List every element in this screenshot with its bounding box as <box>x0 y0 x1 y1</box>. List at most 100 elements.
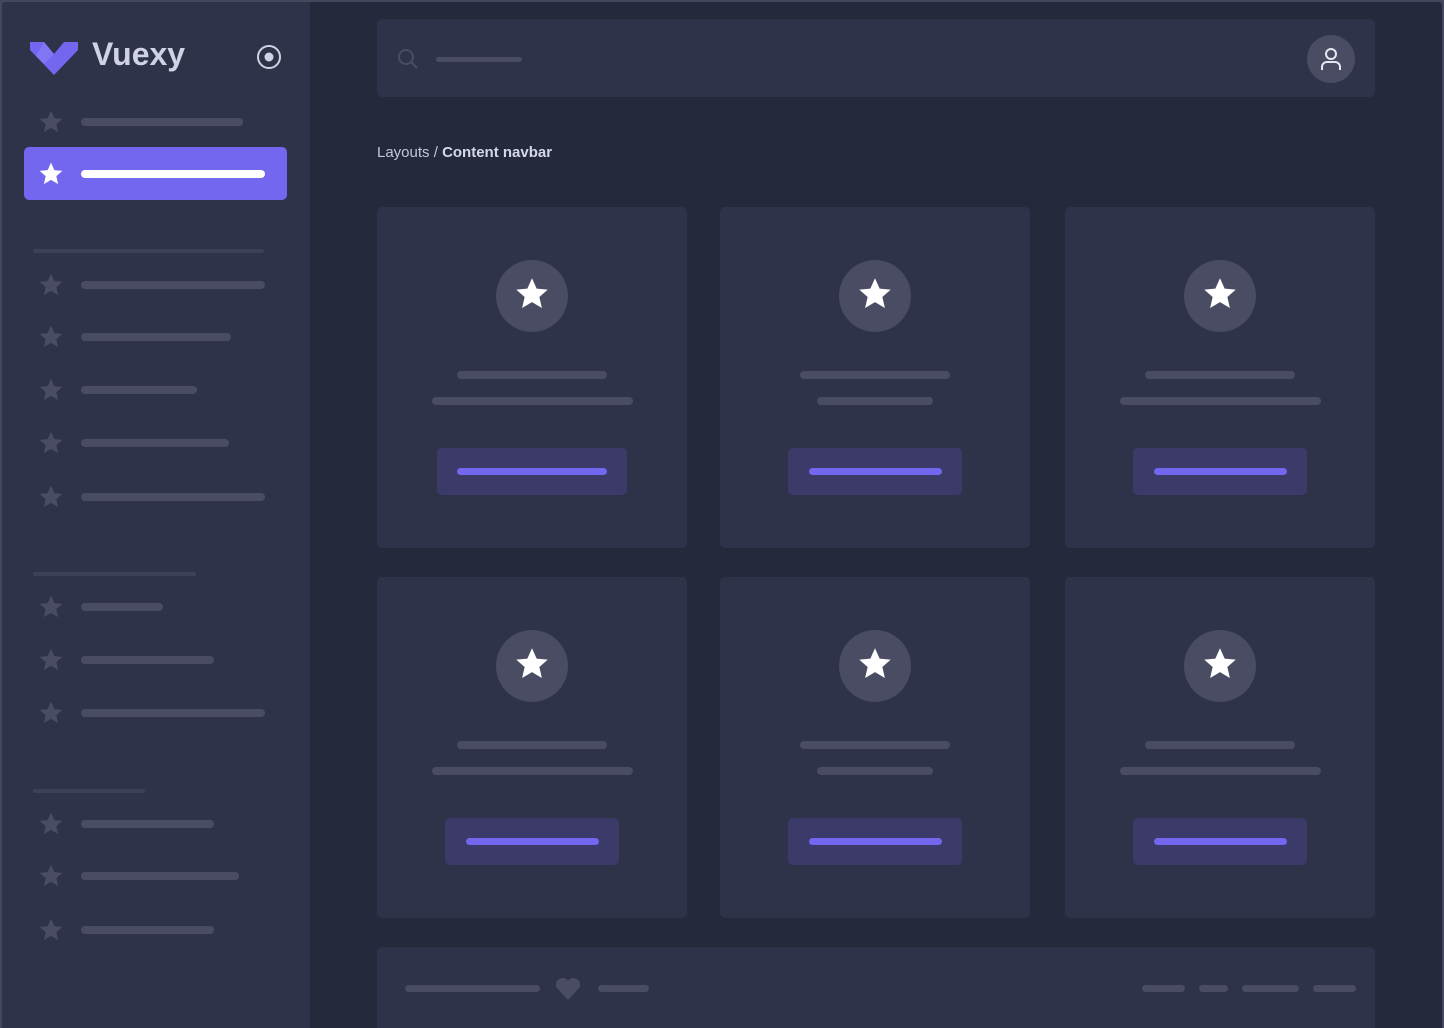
sidebar: Vuexy <box>2 2 310 1028</box>
card <box>720 577 1030 918</box>
sidebar-item[interactable] <box>24 363 287 416</box>
sidebar-item-label <box>81 333 231 341</box>
star-icon <box>38 161 64 187</box>
card-text <box>1119 767 1321 775</box>
card-icon-circle <box>839 630 911 702</box>
footer-link[interactable] <box>1199 985 1228 992</box>
card <box>720 207 1030 548</box>
footer-link[interactable] <box>1313 985 1356 992</box>
sidebar-item[interactable] <box>24 470 287 523</box>
sidebar-item-label <box>81 170 265 178</box>
sidebar-item-label <box>81 820 214 828</box>
search-icon[interactable] <box>397 48 419 70</box>
card-icon-circle <box>496 260 568 332</box>
card-text <box>431 397 633 405</box>
user-avatar[interactable] <box>1307 35 1355 83</box>
sidebar-item-label <box>81 118 243 126</box>
section-divider <box>33 572 196 576</box>
sidebar-item-label <box>81 872 239 880</box>
card-text <box>1119 397 1321 405</box>
sidebar-item-label <box>81 281 265 289</box>
card <box>1065 577 1375 918</box>
breadcrumb: Layouts / Content navbar <box>377 144 552 161</box>
star-icon <box>38 109 64 135</box>
star-icon <box>514 646 550 687</box>
card-button-label <box>465 838 599 845</box>
sidebar-item[interactable] <box>24 258 287 311</box>
sidebar-item-label <box>81 386 197 394</box>
star-icon <box>38 594 64 620</box>
sidebar-item[interactable] <box>24 95 287 148</box>
card-button-label <box>808 838 942 845</box>
card <box>377 207 687 548</box>
card-button[interactable] <box>788 448 962 495</box>
card-icon-circle <box>839 260 911 332</box>
footer-link[interactable] <box>1142 985 1185 992</box>
card-title <box>800 741 950 749</box>
card-icon-circle <box>1184 260 1256 332</box>
breadcrumb-separator: / <box>429 144 443 161</box>
card-title <box>457 371 607 379</box>
star-icon <box>38 917 64 943</box>
star-icon <box>38 272 64 298</box>
card-button[interactable] <box>1133 448 1307 495</box>
footer-text <box>598 985 649 992</box>
card-icon-circle <box>496 630 568 702</box>
star-icon <box>1202 646 1238 687</box>
star-icon <box>38 484 64 510</box>
card-button[interactable] <box>437 448 627 495</box>
section-divider <box>33 249 264 253</box>
sidebar-item-label <box>81 709 265 717</box>
footer-text <box>405 985 540 992</box>
card-button[interactable] <box>445 818 619 865</box>
sidebar-item[interactable] <box>24 633 287 686</box>
search-input[interactable] <box>436 57 522 62</box>
footer <box>377 947 1375 1028</box>
card-button[interactable] <box>1133 818 1307 865</box>
breadcrumb-parent[interactable]: Layouts <box>377 144 430 161</box>
sidebar-item-label <box>81 656 214 664</box>
sidebar-item[interactable] <box>24 797 287 850</box>
card-title <box>1145 741 1295 749</box>
sidebar-item[interactable] <box>24 580 287 633</box>
sidebar-item[interactable] <box>24 849 287 902</box>
sidebar-item[interactable] <box>24 147 287 200</box>
section-divider <box>33 789 145 793</box>
card <box>377 577 687 918</box>
card-text <box>817 767 933 775</box>
star-icon <box>38 430 64 456</box>
sidebar-item[interactable] <box>24 686 287 739</box>
star-icon <box>857 646 893 687</box>
card-button-label <box>1153 838 1287 845</box>
card-title <box>800 371 950 379</box>
sidebar-item[interactable] <box>24 310 287 363</box>
sidebar-item[interactable] <box>24 416 287 469</box>
card-icon-circle <box>1184 630 1256 702</box>
card-button-label <box>1153 468 1287 475</box>
sidebar-item-label <box>81 926 214 934</box>
user-icon <box>1321 48 1341 70</box>
card-text <box>431 767 633 775</box>
star-icon <box>38 863 64 889</box>
sidebar-item[interactable] <box>24 903 287 956</box>
radio-target-icon[interactable] <box>256 44 282 70</box>
footer-link[interactable] <box>1242 985 1299 992</box>
star-icon <box>857 276 893 317</box>
app-name: Vuexy <box>92 36 186 72</box>
card-button-label <box>808 468 942 475</box>
card-button[interactable] <box>788 818 962 865</box>
card-title <box>1145 371 1295 379</box>
sidebar-item-label <box>81 439 229 447</box>
vuexy-logo-icon <box>30 42 78 75</box>
sidebar-item-label <box>81 493 265 501</box>
star-icon <box>38 377 64 403</box>
star-icon <box>514 276 550 317</box>
card-text <box>817 397 933 405</box>
sidebar-item-label <box>81 603 163 611</box>
card-title <box>457 741 607 749</box>
star-icon <box>38 811 64 837</box>
top-navbar <box>377 19 1375 97</box>
heart-icon <box>555 977 581 1000</box>
star-icon <box>1202 276 1238 317</box>
